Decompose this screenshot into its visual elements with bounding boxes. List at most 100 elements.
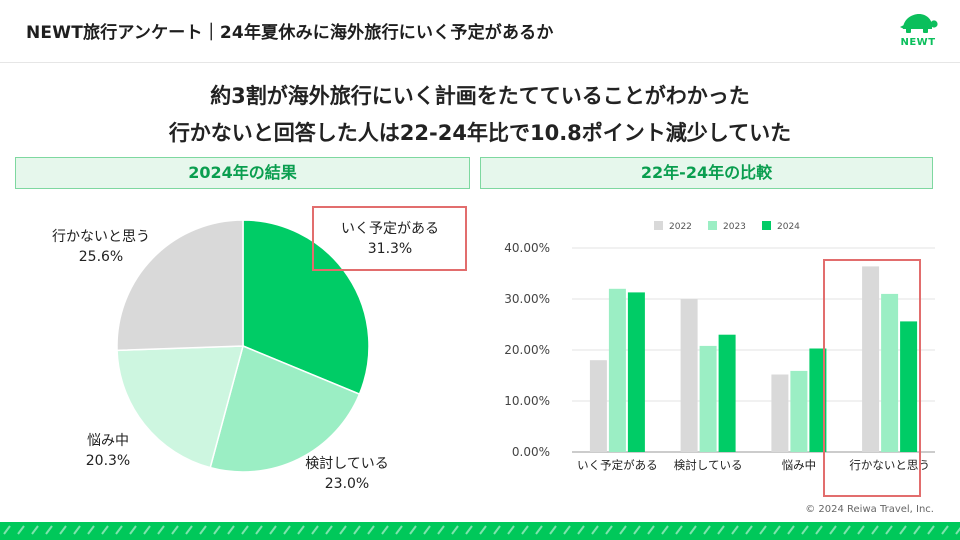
footer-tick xyxy=(913,525,921,535)
footer-tick xyxy=(871,525,879,535)
footer-tick xyxy=(129,525,137,535)
footer-tick xyxy=(857,525,865,535)
footer-tick xyxy=(885,525,893,535)
footer-tick xyxy=(213,525,221,535)
legend-label: 2023 xyxy=(723,222,746,232)
pie-slice-value: 23.0% xyxy=(325,476,369,492)
turtle-icon xyxy=(900,14,938,33)
footer-tick xyxy=(17,525,25,535)
bar xyxy=(881,293,899,452)
footer-pattern xyxy=(0,522,960,540)
footer-tick xyxy=(171,525,179,535)
footer-tick xyxy=(619,525,627,535)
footer-tick xyxy=(717,525,725,535)
footer-tick xyxy=(227,525,235,535)
y-tick-label: 10.00% xyxy=(504,394,550,408)
footer-tick xyxy=(731,525,739,535)
footer-tick xyxy=(955,527,960,535)
bar xyxy=(627,292,645,452)
bar xyxy=(589,360,607,452)
footer-tick xyxy=(395,525,403,535)
footer-tick xyxy=(381,525,389,535)
y-tick-label: 30.00% xyxy=(504,292,550,306)
footer-tick xyxy=(311,525,319,535)
pie-chart: いく予定がある 31.3% 検討している 23.0% 悩み中 20.3% 行かないと思う 25… xyxy=(52,206,467,492)
pie-slice xyxy=(209,344,361,473)
footer-tick xyxy=(549,525,557,535)
x-tick-label: 検討している xyxy=(674,458,743,472)
footer-tick xyxy=(115,525,123,535)
footer-tick xyxy=(3,525,11,535)
footer-tick xyxy=(745,525,753,535)
footer-tick xyxy=(801,525,809,535)
footer-tick xyxy=(675,525,683,535)
footer-tick xyxy=(339,525,347,535)
pie-slice xyxy=(116,219,244,352)
legend-label: 2022 xyxy=(669,222,692,232)
footer-tick xyxy=(353,525,361,535)
pie-slice-label: 検討している xyxy=(305,456,389,472)
footer-tick xyxy=(563,525,571,535)
footer-tick xyxy=(367,525,375,535)
footer-tick xyxy=(143,525,151,535)
footer-tick xyxy=(591,525,599,535)
bar xyxy=(900,321,918,452)
bar-section-title: 22年-24年の比較 xyxy=(480,157,933,189)
footer-tick xyxy=(787,525,795,535)
footer-tick xyxy=(899,525,907,535)
footer-tick xyxy=(689,525,697,535)
footer-tick xyxy=(185,525,193,535)
footer-tick xyxy=(101,525,109,535)
legend-swatch xyxy=(708,221,717,230)
footer-tick xyxy=(437,525,445,535)
footer-tick xyxy=(647,525,655,535)
footer-tick xyxy=(535,525,543,535)
footer-tick xyxy=(759,525,767,535)
bar xyxy=(790,370,808,452)
footer-tick xyxy=(199,525,207,535)
footer-tick xyxy=(87,525,95,535)
bar xyxy=(809,348,827,452)
footer-tick xyxy=(507,525,515,535)
footer-tick xyxy=(941,525,949,535)
x-tick-label: 悩み中 xyxy=(782,458,817,472)
footer-tick xyxy=(815,525,823,535)
bar xyxy=(718,334,736,452)
pie-slice-label: 悩み中 xyxy=(87,433,129,449)
headline-line2: 行かないと回答した人は22-24年比で10.8ポイント減少していた xyxy=(168,121,792,145)
footer-tick xyxy=(577,525,585,535)
pie-slice-label: いく予定がある xyxy=(341,221,439,237)
footer-tick xyxy=(829,525,837,535)
page-title: NEWT旅行アンケート｜24年夏休みに海外旅行にいく予定があるか xyxy=(26,23,554,43)
footer-tick xyxy=(45,525,53,535)
y-tick-label: 20.00% xyxy=(504,343,550,357)
bar-chart: 0.00% 10.00% 20.00% 30.00% 40.00% 2022 2023 20… xyxy=(504,221,935,497)
pie-slice-value: 20.3% xyxy=(86,453,130,469)
footer-tick xyxy=(297,525,305,535)
highlight-box xyxy=(312,206,467,271)
bar xyxy=(680,299,698,452)
pie-section-title: 2024年の結果 xyxy=(15,157,470,189)
footer-tick xyxy=(325,525,333,535)
footer-tick xyxy=(423,525,431,535)
y-tick-label: 0.00% xyxy=(512,445,550,459)
footer-tick xyxy=(661,525,669,535)
copyright-text: © 2024 Reiwa Travel, Inc. xyxy=(805,504,934,515)
highlight-box xyxy=(823,259,921,497)
footer-tick xyxy=(465,525,473,535)
y-tick-label: 40.00% xyxy=(504,241,550,255)
footer-tick xyxy=(241,525,249,535)
footer-tick xyxy=(31,525,39,535)
footer-tick xyxy=(521,525,529,535)
bar xyxy=(608,288,626,452)
footer-tick xyxy=(703,525,711,535)
header-bar: NEWT旅行アンケート｜24年夏休みに海外旅行にいく予定があるか NEWT xyxy=(0,0,960,63)
footer-tick xyxy=(927,525,935,535)
footer-tick xyxy=(59,525,67,535)
footer-tick xyxy=(269,525,277,535)
logo-text: NEWT xyxy=(900,37,936,48)
newt-logo[interactable]: NEWT xyxy=(896,12,940,50)
legend-swatch xyxy=(654,221,663,230)
bar xyxy=(771,374,789,452)
footer-tick xyxy=(157,525,165,535)
